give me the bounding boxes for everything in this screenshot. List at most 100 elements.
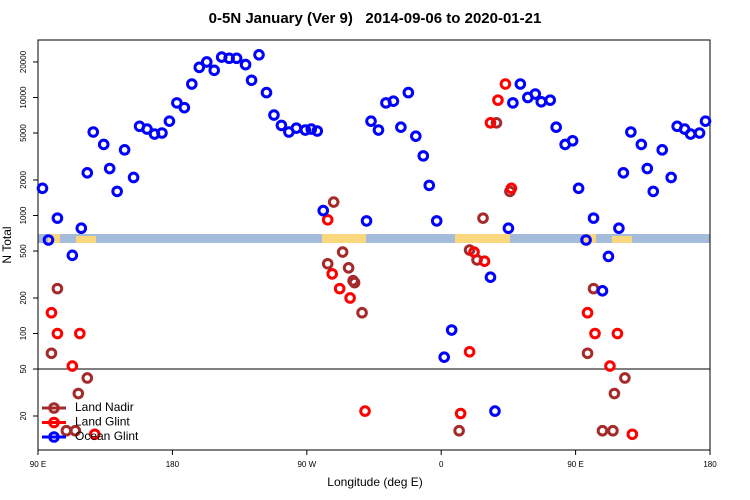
x-tick-label: 0: [439, 460, 444, 469]
point: [103, 162, 116, 175]
legend-marker: [48, 416, 60, 429]
point: [453, 424, 465, 437]
legend-label: Land Nadir: [75, 400, 134, 414]
point: [581, 347, 594, 360]
point: [484, 271, 497, 284]
legend-label: Land Glint: [75, 415, 130, 429]
point: [365, 115, 377, 127]
point: [51, 282, 64, 295]
point: [193, 61, 206, 74]
point: [505, 182, 518, 195]
point: [299, 124, 312, 136]
point: [321, 213, 334, 226]
point: [275, 119, 288, 132]
point: [625, 126, 637, 138]
land-strip: [612, 236, 632, 243]
point: [141, 123, 153, 135]
x-tick-label: 90 W: [297, 460, 316, 469]
point: [74, 327, 86, 340]
point: [699, 115, 712, 127]
point: [118, 144, 131, 156]
point: [619, 372, 631, 384]
chart-title: 0-5N January (Ver 9) 2014-09-06 to 2020-…: [209, 10, 542, 27]
point: [260, 86, 273, 99]
y-tick-label: 10000: [19, 86, 28, 109]
point: [604, 360, 616, 372]
point: [587, 282, 600, 295]
point: [596, 424, 609, 437]
point: [356, 306, 368, 319]
point: [535, 95, 548, 108]
point: [499, 78, 512, 90]
point: [454, 407, 467, 420]
map-strip: [38, 234, 710, 243]
point: [333, 282, 346, 295]
point: [69, 424, 82, 437]
point: [326, 268, 338, 280]
point: [430, 215, 443, 227]
point: [72, 387, 85, 400]
point: [66, 360, 79, 372]
point: [268, 109, 280, 121]
plot-frame: [37, 39, 711, 451]
point: [647, 185, 660, 198]
point: [239, 58, 252, 71]
point: [245, 74, 258, 87]
point: [87, 126, 100, 138]
point: [490, 117, 503, 129]
point: [529, 88, 542, 100]
point: [186, 78, 198, 90]
y-tick-label: 20: [19, 411, 28, 420]
point: [253, 48, 265, 61]
point: [402, 86, 415, 99]
point: [156, 127, 168, 139]
point: [492, 94, 504, 106]
x-tick-label: 90 E: [30, 460, 46, 469]
point: [417, 150, 430, 162]
point: [514, 78, 527, 90]
land-strip: [76, 236, 96, 243]
point: [200, 56, 213, 68]
point: [387, 95, 400, 108]
legend-item: Land Glint: [42, 415, 130, 429]
point: [580, 234, 592, 246]
ocean-strip: [38, 234, 710, 243]
point: [438, 351, 450, 363]
point: [163, 115, 176, 127]
point: [468, 246, 480, 258]
point: [36, 182, 49, 195]
x-tick-label: 180: [166, 460, 180, 469]
point: [230, 52, 243, 65]
point: [607, 424, 619, 437]
y-tick-label: 200: [19, 291, 28, 305]
point: [327, 196, 340, 208]
point: [321, 257, 334, 270]
y-tick-label: 500: [19, 244, 28, 258]
point: [581, 306, 594, 319]
y-tick-label: 2000: [19, 171, 28, 189]
point: [336, 246, 349, 258]
point: [81, 167, 94, 179]
legend-item: Land Nadir: [42, 400, 134, 414]
point: [445, 324, 458, 336]
point: [51, 327, 64, 340]
point: [45, 306, 58, 319]
point: [587, 212, 600, 224]
point: [42, 234, 55, 246]
point: [484, 117, 497, 129]
point: [617, 167, 630, 179]
point: [60, 424, 73, 437]
point: [178, 101, 191, 114]
point: [423, 179, 436, 192]
point: [635, 138, 648, 151]
point: [290, 122, 303, 134]
point: [566, 134, 579, 147]
point: [489, 405, 501, 417]
point: [550, 121, 562, 134]
point: [81, 372, 94, 384]
legend-label: Ocean Glint: [75, 429, 139, 443]
point: [348, 276, 361, 289]
point: [317, 204, 330, 217]
point: [656, 144, 669, 156]
